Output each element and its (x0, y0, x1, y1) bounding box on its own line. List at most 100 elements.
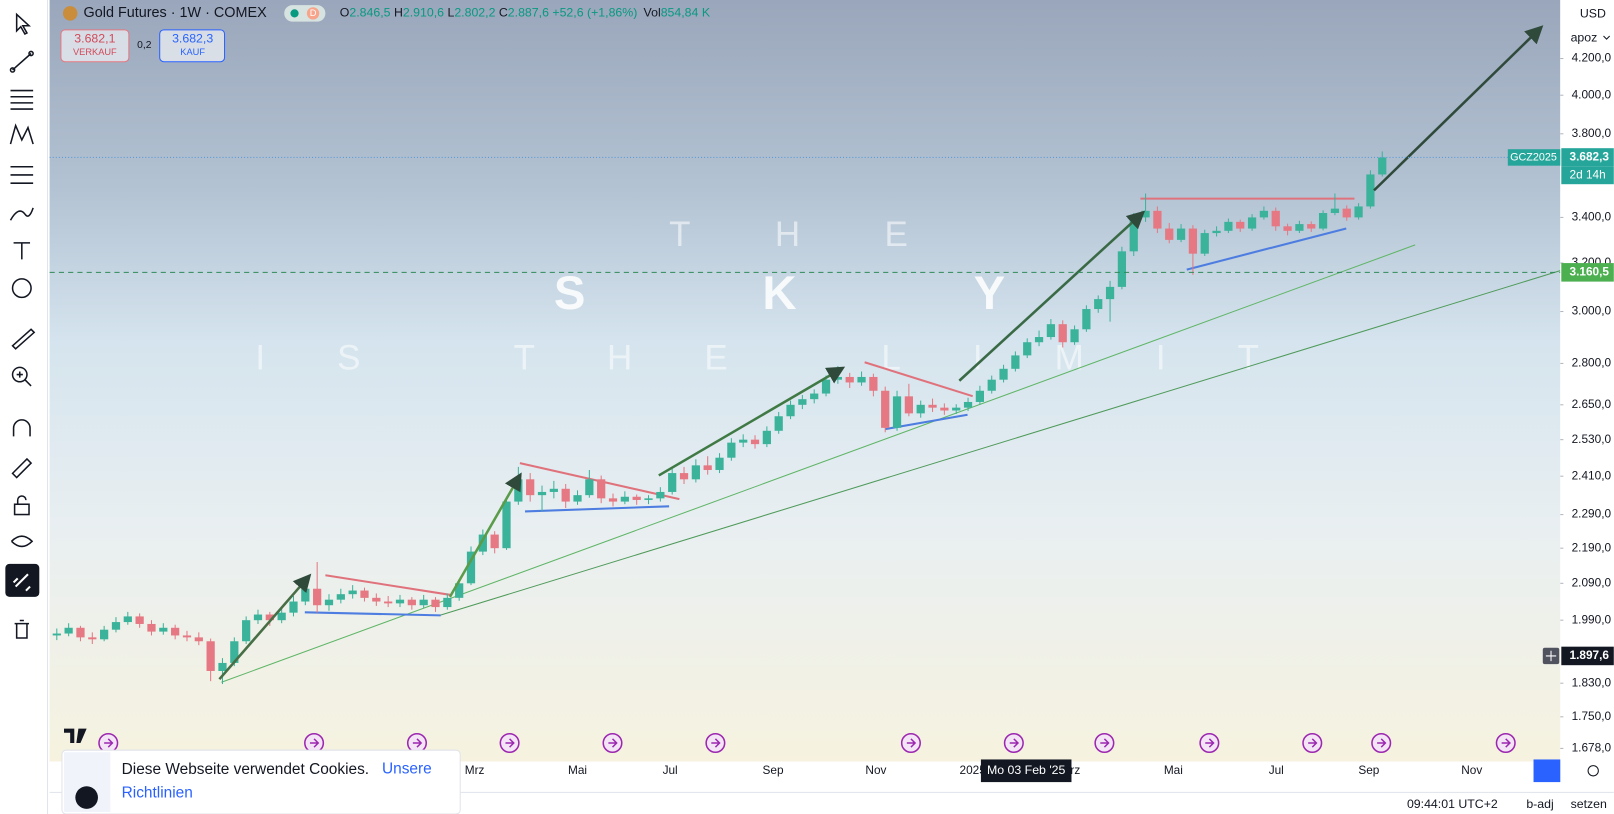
settings-toggle[interactable]: setzen (1571, 797, 1607, 811)
candle-body (833, 376, 842, 380)
axis: 4.200,04.000,03.800,03.400,03.200,03.000… (1507, 51, 1614, 755)
forecast-tool[interactable] (10, 165, 34, 184)
candle-body (679, 473, 689, 480)
candle-body (620, 496, 629, 502)
candle-body (336, 594, 345, 600)
event-glyph (505, 738, 515, 748)
draw-lock-tool[interactable] (11, 457, 33, 479)
brush-tool[interactable] (9, 207, 34, 221)
candle-body (1283, 226, 1292, 231)
candle-body (1141, 210, 1150, 218)
x-tick-label: Mai (568, 763, 587, 777)
x-tick-label: 2025 (960, 763, 987, 777)
settings-icon[interactable] (1587, 765, 1599, 777)
currency[interactable]: USD (1580, 7, 1606, 21)
sell-price: 3.682,1 (74, 31, 115, 45)
fib-tool[interactable] (10, 89, 34, 110)
ruler-tool[interactable] (11, 328, 36, 350)
cookie-text: Diese Webseite verwendet Cookies. (122, 761, 369, 778)
volume-key: Vol (644, 6, 661, 20)
candle-body (561, 488, 570, 502)
candle-body (963, 401, 973, 408)
candle-body (798, 399, 807, 405)
candle-body (999, 368, 1008, 380)
candle-body (384, 601, 393, 604)
event-glyph (608, 738, 618, 748)
cookie-link[interactable]: Unsere Richtlinien (122, 761, 432, 802)
candle-body (1165, 228, 1174, 240)
event-glyph (1205, 738, 1215, 748)
candle-body (502, 501, 511, 549)
event-glyph (711, 738, 721, 748)
watermark-line: THE (669, 215, 992, 254)
x-tick-label: Nov (865, 763, 886, 777)
logo (64, 728, 87, 743)
candle-body (372, 597, 381, 602)
candle-body (1366, 174, 1375, 207)
candle-body (431, 599, 440, 608)
sell-button[interactable] (60, 29, 130, 63)
emoji-tool[interactable] (11, 278, 32, 299)
candle-body (845, 376, 854, 383)
trendline-handle (9, 67, 16, 73)
support-lines (304, 227, 1347, 617)
candle-body (159, 627, 168, 632)
symbol-title[interactable]: Gold Futures · 1W · COMEX (84, 5, 268, 21)
cursor-tool[interactable] (15, 12, 32, 35)
countdown-label: 2d 14h (1570, 168, 1606, 182)
magnet-tool[interactable] (12, 419, 31, 437)
candle-body (727, 442, 736, 458)
candle-body (182, 635, 192, 638)
trendline-tool[interactable] (12, 52, 32, 71)
price-tag (1561, 646, 1614, 666)
price-mode[interactable]: apoz (1571, 30, 1598, 44)
candle-body (289, 601, 298, 613)
price-tag-label: 3.160,5 (1570, 264, 1610, 278)
text-tool[interactable] (13, 242, 31, 260)
candle-body (1236, 221, 1245, 229)
candle-body (1224, 221, 1233, 231)
change: +52,6 (+1,86%) (552, 6, 637, 20)
candle-body (1094, 299, 1103, 310)
candle-body (147, 623, 156, 632)
adjust-toggle[interactable]: b-adj (1526, 797, 1553, 811)
dropdown-caret (1603, 35, 1611, 40)
arrows (218, 25, 1544, 681)
y-tick-label: 1.830,0 (1572, 675, 1612, 689)
candle-body (1070, 329, 1079, 343)
lock-tool[interactable] (13, 503, 30, 516)
candle-body (76, 627, 85, 638)
toolbar (0, 0, 48, 814)
cookie-banner (61, 749, 461, 814)
candle-body (774, 416, 783, 431)
candle-body (52, 633, 61, 636)
candle-body (324, 599, 334, 606)
candle-body (608, 498, 618, 502)
candle-body (301, 588, 310, 602)
candle-body (455, 583, 464, 598)
candle-body (597, 479, 606, 499)
candle-body (218, 662, 227, 671)
candle-body (1271, 210, 1280, 227)
price-tag-label: 1.897,6 (1570, 648, 1610, 662)
zoom-tool[interactable] (11, 366, 28, 383)
candle-body (230, 641, 239, 663)
market-status (290, 9, 299, 18)
x-tick-label: Jul (663, 763, 678, 777)
candle-body (348, 590, 357, 595)
event-glyph (309, 738, 320, 748)
candle-body (253, 614, 263, 621)
candle-body (1378, 157, 1387, 175)
clock: 09:44:01 UTC+2 (1407, 797, 1498, 811)
candle-body (1212, 230, 1221, 234)
candle-body (691, 465, 700, 480)
y-tick-label: 2.190,0 (1572, 540, 1612, 554)
candle-body (952, 407, 961, 411)
candle-body (194, 637, 203, 642)
toolbar-icons (9, 12, 36, 639)
pattern-tool[interactable] (9, 123, 34, 145)
event-glyph (104, 738, 114, 748)
buy-button[interactable] (159, 29, 226, 63)
trash-tool[interactable] (14, 619, 30, 639)
visibility-tool[interactable] (10, 535, 34, 548)
